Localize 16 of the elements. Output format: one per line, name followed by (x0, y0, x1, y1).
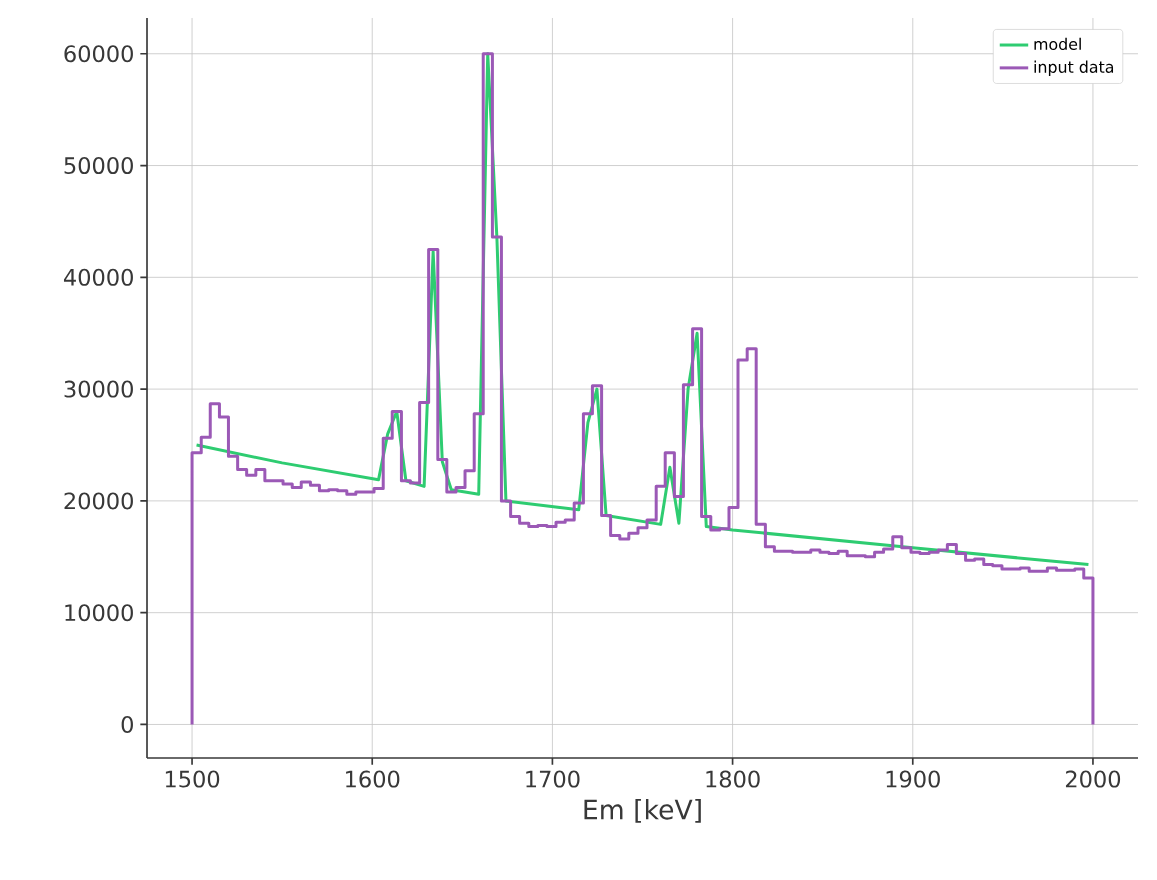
x-tick-label: 1700 (526, 770, 580, 788)
legend-label: model (1034, 37, 1081, 51)
x-tick-label: 1900 (886, 770, 940, 788)
x-tick-label: 1500 (165, 770, 220, 788)
x-tick-label: 1600 (346, 770, 400, 788)
x-tick-label: 1800 (706, 770, 760, 788)
legend-label: input data (1034, 60, 1114, 76)
y-tick-label: 0 (121, 715, 133, 733)
x-tick-label: 2000 (1065, 770, 1121, 788)
y-tick-label: 60000 (64, 45, 133, 63)
y-tick-label: 40000 (63, 268, 133, 286)
y-tick-label: 10000 (65, 604, 133, 622)
y-tick-label: 30000 (64, 380, 133, 398)
y-tick-label: 20000 (64, 492, 133, 510)
x-axis-title: Em [keV] (584, 799, 701, 823)
y-tick-label: 50000 (64, 157, 133, 175)
